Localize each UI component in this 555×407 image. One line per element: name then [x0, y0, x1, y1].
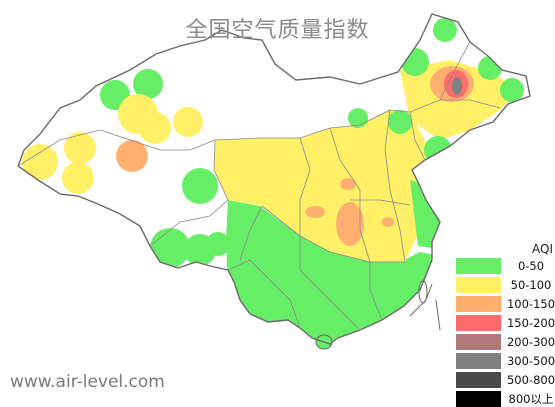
- zone-ne-green-d: [500, 78, 524, 102]
- legend-label: 100-150: [506, 297, 555, 311]
- legend-title: AQI: [532, 242, 553, 256]
- legend-swatch: [456, 277, 501, 293]
- aqi-fill-layer: [22, 18, 524, 344]
- aqi-legend: AQI 0-50 50-100 100-150 150-200 200-300 300-5…: [453, 238, 555, 407]
- zone-xj-orange: [116, 140, 148, 172]
- scs-islands: [409, 283, 441, 331]
- legend-swatch: [456, 315, 501, 331]
- legend-label: 150-200: [506, 316, 555, 330]
- legend-label: 800以上: [508, 392, 554, 406]
- zone-harbin-grey: [452, 77, 462, 95]
- province-borders: [17, 41, 501, 331]
- legend-row: 150-200: [456, 314, 555, 331]
- site-watermark: www.air-level.com: [10, 372, 165, 392]
- legend-swatch: [456, 296, 501, 312]
- zone-hubei-orange: [382, 217, 394, 227]
- legend-row: 50-100: [456, 276, 554, 293]
- legend-swatch: [456, 353, 501, 369]
- zone-xj-yellow-b: [139, 112, 171, 144]
- legend-label: 200-300: [506, 335, 555, 349]
- zone-qinghai-green: [182, 168, 218, 204]
- legend-row: 500-800: [456, 371, 555, 388]
- zone-south-green: [226, 200, 440, 344]
- legend-label: 0-50: [517, 259, 545, 273]
- zone-xj-green-b: [133, 69, 163, 99]
- legend-row: 100-150: [456, 295, 555, 312]
- zone-central-yellow: [214, 110, 430, 262]
- legend-row: 0-50: [456, 257, 554, 274]
- zone-xj-yellow-e: [22, 144, 58, 180]
- zone-im-green-b: [388, 110, 412, 134]
- map-title: 全国空气质量指数: [185, 18, 370, 43]
- legend-row: 300-500: [456, 352, 555, 369]
- zone-ne-green-c: [478, 56, 502, 80]
- legend-row: 800以上: [456, 390, 554, 407]
- zone-xj-yellow-f: [62, 162, 94, 194]
- zone-xj-yellow-d: [64, 132, 96, 164]
- legend-label: 500-800: [506, 373, 555, 387]
- zone-east-coast-green: [410, 180, 440, 248]
- zone-sichuan-orange: [336, 202, 364, 246]
- legend-row: 200-300: [456, 333, 555, 350]
- zone-ne-green-b: [433, 18, 457, 42]
- zone-liaoning-green: [424, 136, 452, 164]
- zone-im-green-a: [348, 108, 368, 128]
- zone-tibet-green-a: [150, 228, 190, 268]
- legend-label: 50-100: [510, 278, 552, 292]
- legend-swatch: [456, 391, 501, 407]
- zone-shaanxi-orange: [340, 178, 356, 190]
- zone-chongqing-orange: [305, 206, 325, 218]
- legend-swatch: [456, 258, 501, 274]
- zone-tibet-green-c: [206, 232, 230, 256]
- legend-label: 300-500: [506, 354, 555, 368]
- legend-swatch: [456, 334, 501, 350]
- zone-xj-yellow-c: [173, 107, 203, 137]
- legend-swatch: [456, 372, 501, 388]
